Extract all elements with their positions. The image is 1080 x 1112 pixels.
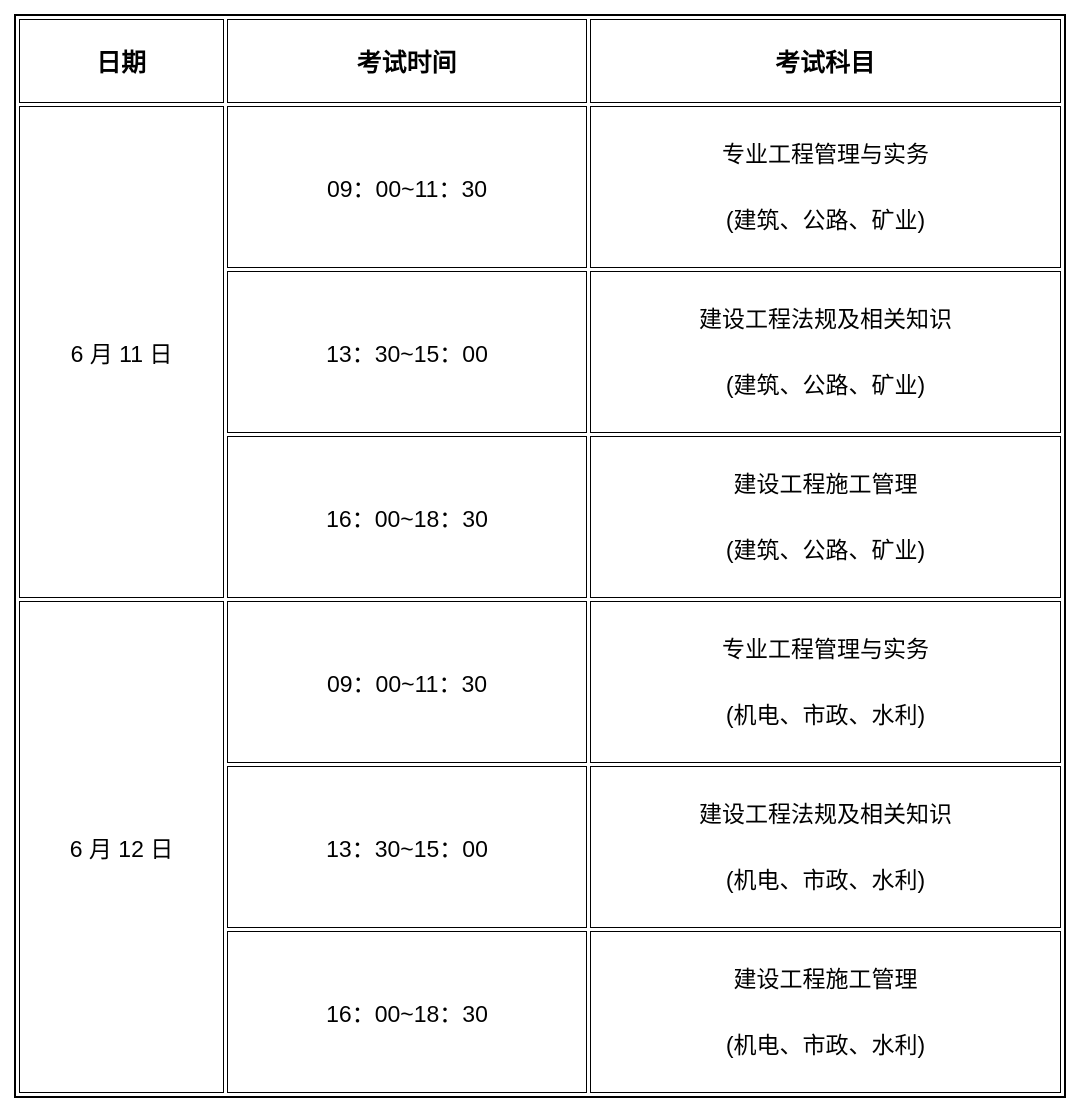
table-row: 6 月 12 日 09：00~11：30 专业工程管理与实务 (机电、市政、水利…	[19, 601, 1061, 763]
subject-note: (建筑、公路、矿业)	[726, 534, 925, 566]
time-cell: 13：30~15：00	[227, 271, 587, 433]
subject-title: 专业工程管理与实务	[722, 138, 929, 170]
subject-note: (建筑、公路、矿业)	[726, 204, 925, 236]
table-header-row: 日期 考试时间 考试科目	[19, 19, 1061, 103]
time-cell: 09：00~11：30	[227, 106, 587, 268]
subject-title: 建设工程施工管理	[734, 468, 918, 500]
subject-note: (机电、市政、水利)	[726, 864, 925, 896]
date-cell: 6 月 12 日	[19, 601, 224, 1093]
subject-cell: 建设工程施工管理 (机电、市政、水利)	[590, 931, 1061, 1093]
time-cell: 16：00~18：30	[227, 931, 587, 1093]
col-header-date: 日期	[19, 19, 224, 103]
time-cell: 16：00~18：30	[227, 436, 587, 598]
subject-cell: 建设工程法规及相关知识 (建筑、公路、矿业)	[590, 271, 1061, 433]
time-cell: 13：30~15：00	[227, 766, 587, 928]
subject-title: 建设工程施工管理	[734, 963, 918, 995]
subject-title: 建设工程法规及相关知识	[699, 798, 952, 830]
subject-cell: 专业工程管理与实务 (建筑、公路、矿业)	[590, 106, 1061, 268]
time-cell: 09：00~11：30	[227, 601, 587, 763]
table-row: 6 月 11 日 09：00~11：30 专业工程管理与实务 (建筑、公路、矿业…	[19, 106, 1061, 268]
exam-schedule-table: 日期 考试时间 考试科目 6 月 11 日 09：00~11：30 专业工程管理…	[14, 14, 1066, 1098]
col-header-subject: 考试科目	[590, 19, 1061, 103]
date-cell: 6 月 11 日	[19, 106, 224, 598]
subject-note: (机电、市政、水利)	[726, 1029, 925, 1061]
subject-cell: 建设工程施工管理 (建筑、公路、矿业)	[590, 436, 1061, 598]
subject-note: (机电、市政、水利)	[726, 699, 925, 731]
col-header-time: 考试时间	[227, 19, 587, 103]
subject-cell: 建设工程法规及相关知识 (机电、市政、水利)	[590, 766, 1061, 928]
subject-title: 建设工程法规及相关知识	[699, 303, 952, 335]
subject-note: (建筑、公路、矿业)	[726, 369, 925, 401]
subject-title: 专业工程管理与实务	[722, 633, 929, 665]
subject-cell: 专业工程管理与实务 (机电、市政、水利)	[590, 601, 1061, 763]
